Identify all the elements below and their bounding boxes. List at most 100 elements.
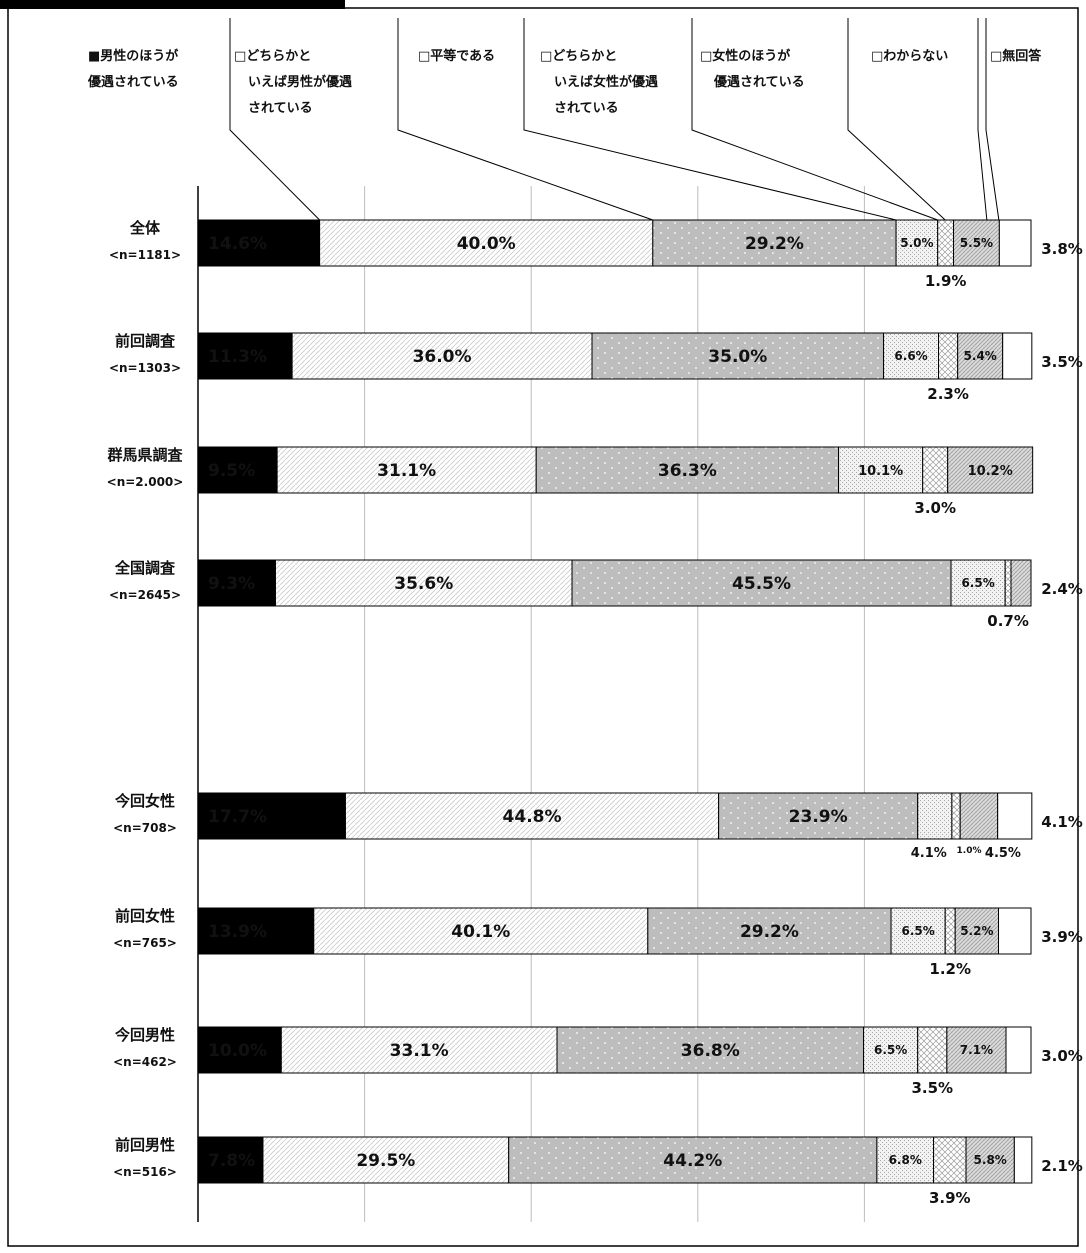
data-label-rather-male: 40.0% — [457, 234, 516, 254]
data-label-rather-female: 6.5% — [901, 924, 934, 938]
bar-segment-female-preferred — [1004, 559, 1012, 607]
data-label-equal: 36.8% — [681, 1041, 740, 1061]
bar-segment-rather-male — [344, 792, 720, 840]
bar-segment-rather-female — [895, 219, 939, 267]
legend-line: □どちらかと — [540, 49, 617, 64]
row-n-label: <n=765> — [113, 936, 177, 950]
bar-segment-male-preferred — [197, 446, 278, 494]
bar-row: 群馬県調査 <n=2.000> 9.5% 31.1% 36.3% 10.1% 3.0% 10.… — [107, 446, 1034, 517]
legend-leader-lines — [229, 18, 1000, 221]
leader-line-3 — [691, 18, 938, 221]
row-label: 群馬県調査 — [107, 446, 183, 464]
bar-segment-no-answer — [998, 219, 1032, 267]
row-n-label: <n=2645> — [109, 588, 181, 602]
bar-segment-rather-female — [883, 332, 940, 380]
bar-row: 今回男性 <n=462> 10.0% 33.1% 36.8% 6.5% 3.5% 7.1% 3.… — [113, 1026, 1083, 1097]
legend-item-c: □平等である — [418, 48, 495, 64]
bar-segment-rather-male — [276, 446, 537, 494]
data-label-female-preferred: 3.0% — [914, 499, 956, 517]
bar-segment-unknown — [953, 219, 1000, 267]
row-n-label: <n=708> — [113, 821, 177, 835]
data-label-female-preferred: 1.9% — [925, 272, 967, 290]
data-label-male-preferred: 14.6% — [208, 234, 267, 254]
legend-item-e: □女性のほうが優遇されている — [700, 48, 805, 90]
data-label-rather-female: 6.5% — [874, 1043, 907, 1057]
data-label-equal: 36.3% — [658, 461, 717, 481]
legend-line: いえば女性が優遇 — [554, 74, 658, 90]
bar-segment-equal — [591, 332, 885, 380]
row-n-label: <n=2.000> — [107, 475, 184, 489]
legend-line: □女性のほうが — [700, 48, 790, 64]
bar-segment-female-preferred — [938, 332, 959, 380]
bar-segment-equal — [718, 792, 919, 840]
data-label-rather-female: 10.1% — [858, 464, 903, 479]
leader-line-0 — [229, 18, 320, 221]
leader-line-6 — [985, 18, 1000, 221]
bar-segment-no-answer — [1005, 1026, 1032, 1074]
data-label-equal: 23.9% — [789, 807, 848, 827]
data-label-rather-male: 31.1% — [377, 461, 436, 481]
bar-segment-female-preferred — [933, 1136, 967, 1184]
bar-row: 今回女性 <n=708> 17.7% 44.8% 23.9% 4.1% 1.0% 4.5% 4.… — [113, 792, 1083, 861]
legend-line: されている — [554, 101, 619, 116]
legend-line: されている — [248, 101, 313, 116]
bar-segment-female-preferred — [951, 792, 961, 840]
data-label-rather-female: 6.6% — [894, 349, 927, 363]
data-label-no-answer: 3.8% — [1041, 240, 1083, 258]
row-n-label: <n=462> — [113, 1055, 177, 1069]
bar-segment-female-preferred — [922, 446, 949, 494]
row-n-label: <n=1181> — [109, 248, 181, 262]
data-label-no-answer: 3.0% — [1041, 1047, 1083, 1065]
data-label-rather-male: 35.6% — [394, 574, 453, 594]
bar-row: 前回調査 <n=1303> 11.3% 36.0% 35.0% 6.6% 2.3% 5.4% 3… — [109, 332, 1083, 403]
data-label-unknown: 5.5% — [960, 236, 993, 250]
legend-line: □無回答 — [990, 48, 1042, 64]
bars: 全体 <n=1181> 14.6% 40.0% 29.2% 5.0% 1.9% 5.5% 3.8… — [107, 219, 1083, 1207]
bar-row: 全体 <n=1181> 14.6% 40.0% 29.2% 5.0% 1.9% 5.5% 3.8… — [109, 219, 1083, 290]
legend-line: ■男性のほうが — [88, 48, 178, 64]
data-label-rather-female: 6.5% — [961, 576, 994, 590]
data-label-rather-female: 6.8% — [889, 1153, 922, 1167]
data-label-male-preferred: 9.3% — [208, 574, 255, 594]
row-n-label: <n=1303> — [109, 361, 181, 375]
row-label: 今回女性 — [114, 792, 175, 810]
data-label-unknown: 10.2% — [968, 464, 1013, 479]
bar-segment-unknown — [947, 446, 1034, 494]
data-label-male-preferred: 13.9% — [208, 922, 267, 942]
legend: ■男性のほうが優遇されている □どちらかといえば男性が優遇されている □平等である □… — [87, 48, 1042, 116]
data-label-no-answer: 3.9% — [1041, 928, 1083, 946]
leader-line-1 — [397, 18, 653, 221]
bar-segment-no-answer — [997, 792, 1033, 840]
data-label-equal: 29.2% — [740, 922, 799, 942]
legend-line: 優遇されている — [87, 74, 179, 90]
leader-line-4 — [847, 18, 946, 221]
row-label: 全体 — [129, 219, 161, 237]
bar-segment-female-preferred — [917, 1026, 948, 1074]
leader-line-5 — [977, 18, 988, 221]
row-label: 今回男性 — [114, 1026, 175, 1044]
data-label-no-answer: 4.1% — [1041, 813, 1083, 831]
bar-segment-male-preferred — [197, 1136, 264, 1184]
legend-line: 優遇されている — [713, 74, 805, 90]
data-label-rather-female: 4.1% — [911, 846, 947, 861]
bar-segment-female-preferred — [944, 907, 956, 955]
bar-segment-unknown — [954, 907, 1000, 955]
legend-item-g: □無回答 — [990, 48, 1042, 64]
bar-segment-unknown — [1010, 559, 1032, 607]
legend-item-f: □わからない — [871, 49, 948, 64]
legend-line: □どちらかと — [234, 49, 311, 64]
bar-segment-rather-female — [917, 792, 953, 840]
bar-segment-male-preferred — [197, 219, 321, 267]
legend-line: いえば男性が優遇 — [248, 74, 352, 90]
data-label-male-preferred: 10.0% — [208, 1041, 267, 1061]
bar-segment-rather-female — [876, 1136, 935, 1184]
bar-segment-male-preferred — [197, 792, 346, 840]
data-label-rather-male: 33.1% — [390, 1041, 449, 1061]
data-label-male-preferred: 17.7% — [208, 807, 267, 827]
bar-segment-rather-female — [890, 907, 946, 955]
row-label: 全国調査 — [114, 559, 176, 577]
legend-line: □平等である — [418, 48, 495, 64]
bar-row: 全国調査 <n=2645> 9.3% 35.6% 45.5% 6.5% 0.7% 2.4% — [109, 559, 1083, 630]
header-black-bar — [0, 0, 345, 9]
